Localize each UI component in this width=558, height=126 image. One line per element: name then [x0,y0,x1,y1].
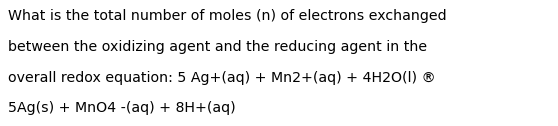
Text: 5Ag(s) + MnO4 -(aq) + 8H+(aq): 5Ag(s) + MnO4 -(aq) + 8H+(aq) [8,101,235,115]
Text: between the oxidizing agent and the reducing agent in the: between the oxidizing agent and the redu… [8,40,427,54]
Text: overall redox equation: 5 Ag+(aq) + Mn2+(aq) + 4H2O(l) ®: overall redox equation: 5 Ag+(aq) + Mn2+… [8,71,436,85]
Text: What is the total number of moles (n) of electrons exchanged: What is the total number of moles (n) of… [8,9,446,23]
